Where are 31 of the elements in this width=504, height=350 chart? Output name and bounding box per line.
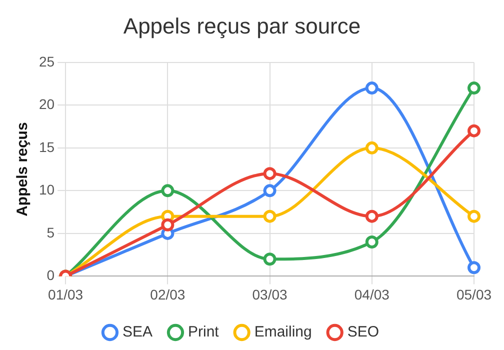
x-tick-label: 01/03 bbox=[48, 286, 84, 302]
x-tick-label: 04/03 bbox=[354, 286, 390, 302]
point bbox=[468, 261, 480, 274]
point bbox=[365, 141, 378, 154]
point bbox=[468, 82, 480, 95]
point bbox=[468, 124, 480, 138]
point bbox=[161, 218, 174, 232]
x-tick-label: 02/03 bbox=[150, 286, 186, 302]
point bbox=[365, 82, 378, 95]
y-tick-label: 25 bbox=[38, 53, 55, 70]
y-tick-label: 15 bbox=[38, 138, 55, 155]
x-tick-label: 05/03 bbox=[456, 286, 492, 302]
point bbox=[365, 210, 378, 223]
legend-label: SEA bbox=[122, 324, 152, 341]
point bbox=[468, 210, 480, 223]
chart-title: Appels reçus par source bbox=[123, 13, 361, 38]
point bbox=[263, 210, 276, 223]
y-axis-title: Appels reçus bbox=[14, 122, 32, 216]
y-tick-label: 0 bbox=[46, 267, 55, 284]
legend-label: SEO bbox=[347, 324, 380, 341]
y-tick-label: 5 bbox=[46, 224, 55, 240]
y-tick-label: 10 bbox=[38, 182, 55, 198]
point bbox=[263, 167, 276, 180]
point bbox=[263, 184, 276, 198]
point bbox=[263, 252, 276, 266]
point bbox=[161, 184, 174, 198]
point bbox=[365, 235, 378, 248]
x-tick-label: 03/03 bbox=[252, 286, 288, 302]
legend-label: Emailing bbox=[254, 324, 312, 341]
legend-label: Print bbox=[188, 324, 220, 341]
y-tick-label: 20 bbox=[38, 96, 55, 112]
